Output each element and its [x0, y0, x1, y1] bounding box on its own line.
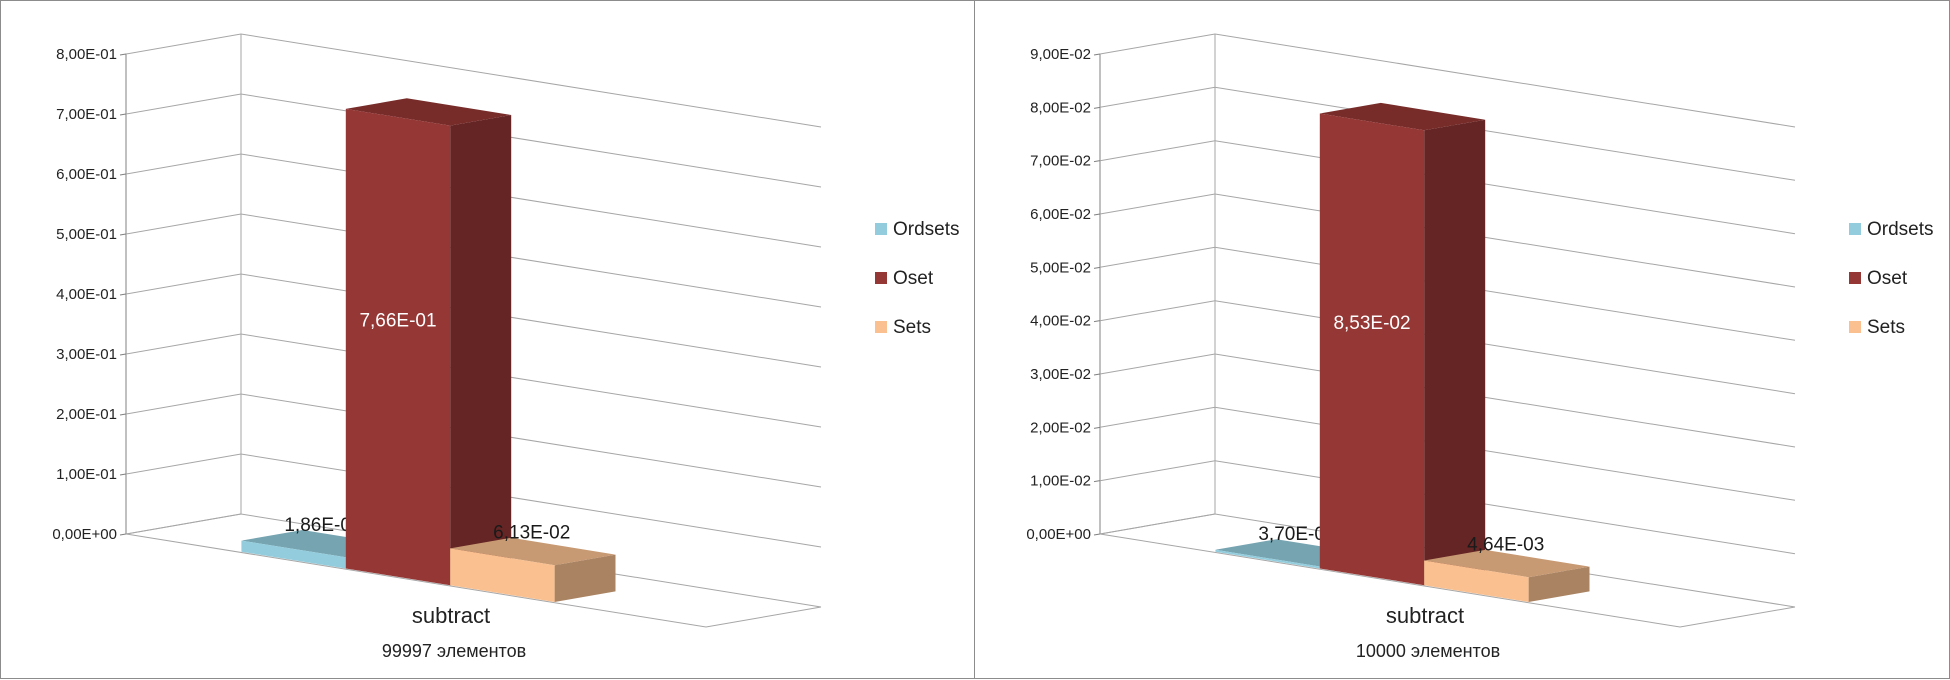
bars: 3,70E-04 8,53E-02 4,64E-03	[1215, 102, 1590, 602]
bar-top	[345, 98, 512, 126]
bar-front	[1215, 549, 1320, 569]
legend-swatch	[1849, 272, 1861, 284]
y-tick-label: 3,00E-01	[56, 346, 117, 363]
y-tick-mark	[1093, 373, 1101, 376]
bar-side	[1424, 119, 1486, 586]
bar-oset: 8,53E-02	[1319, 102, 1486, 586]
y-tick-mark	[1093, 533, 1101, 536]
y-tick-label: 0,00E+00	[1026, 526, 1091, 543]
y-tick-label: 3,00E-02	[1030, 366, 1091, 383]
bars: 1,86E-02 7,66E-01 6,13E-02	[241, 98, 616, 602]
category-label: subtract	[412, 603, 490, 628]
y-tick-mark	[119, 173, 127, 176]
data-label: 3,70E-04	[1258, 524, 1336, 545]
y-tick-label: 1,00E-02	[1030, 473, 1091, 490]
legend-label: Ordsets	[1867, 219, 1934, 240]
legend-swatch	[875, 321, 887, 333]
bar-top	[450, 537, 616, 566]
bar-sets: 4,64E-03	[1424, 535, 1590, 602]
legend-label: Oset	[1867, 268, 1908, 289]
y-tick-mark	[119, 533, 127, 536]
bar-oset: 7,66E-01	[345, 98, 512, 586]
chart-svg-right: 0,00E+00 1,00E-02 2,00E-02 3,00E-02 4,00E-02…	[1026, 33, 1934, 661]
gridline	[1099, 33, 1796, 128]
y-tick-label: 8,00E-01	[56, 46, 117, 63]
y-tick-label: 2,00E-01	[56, 406, 117, 423]
y-tick-label: 0,00E+00	[52, 526, 117, 543]
legend: Ordsets Oset Sets	[1849, 219, 1934, 338]
floor-outline	[1099, 513, 1796, 628]
y-tick-mark	[119, 293, 127, 296]
y-tick-label: 7,00E-01	[56, 106, 117, 123]
y-tick-label: 2,00E-02	[1030, 419, 1091, 436]
bar-front	[1424, 560, 1529, 602]
legend-label: Sets	[1867, 317, 1905, 338]
bar-front	[450, 548, 555, 602]
y-tick-label: 5,00E-01	[56, 226, 117, 243]
y-axis: 0,00E+00 1,00E-02 2,00E-02 3,00E-02 4,00E-02…	[1026, 46, 1101, 543]
y-tick-mark	[1093, 160, 1101, 163]
y-axis: 0,00E+00 1,00E-01 2,00E-01 3,00E-01 4,00E-01…	[52, 46, 127, 543]
y-tick-mark	[119, 473, 127, 476]
chart-panel-left: 0,00E+00 1,00E-01 2,00E-01 3,00E-01 4,00E-01…	[0, 0, 975, 679]
y-tick-mark	[1093, 213, 1101, 216]
y-tick-mark	[1093, 53, 1101, 56]
y-tick-label: 9,00E-02	[1030, 46, 1091, 63]
data-label: 4,64E-03	[1467, 535, 1544, 556]
legend: Ordsets Oset Sets	[875, 219, 960, 338]
legend-swatch	[875, 272, 887, 284]
chart-subtitle: 10000 элементов	[1356, 641, 1500, 661]
data-label: 7,66E-01	[359, 310, 436, 331]
y-tick-mark	[119, 113, 127, 116]
floor-outline	[125, 513, 822, 628]
y-tick-label: 1,00E-01	[56, 466, 117, 483]
chart-panel-right: 0,00E+00 1,00E-02 2,00E-02 3,00E-02 4,00E-02…	[974, 0, 1950, 679]
y-tick-mark	[1093, 426, 1101, 429]
bar-sets: 6,13E-02	[450, 523, 616, 602]
y-tick-mark	[1093, 106, 1101, 109]
y-tick-label: 4,00E-02	[1030, 313, 1091, 330]
y-tick-label: 7,00E-02	[1030, 153, 1091, 170]
bar-side	[450, 115, 512, 586]
bar-front	[345, 108, 451, 586]
chart-subtitle: 99997 элементов	[382, 641, 526, 661]
data-label: 6,13E-02	[493, 523, 570, 544]
y-tick-label: 4,00E-01	[56, 286, 117, 303]
data-label: 1,86E-02	[284, 515, 361, 536]
category-label: subtract	[1386, 603, 1464, 628]
y-tick-mark	[119, 353, 127, 356]
legend-swatch	[1849, 223, 1861, 235]
y-tick-label: 8,00E-02	[1030, 99, 1091, 116]
y-tick-label: 6,00E-02	[1030, 206, 1091, 223]
bar-top	[1319, 102, 1486, 131]
y-tick-mark	[1093, 266, 1101, 269]
legend-label: Sets	[893, 317, 931, 338]
bar-front	[241, 540, 346, 569]
data-label: 8,53E-02	[1333, 313, 1410, 334]
bar-top	[1424, 549, 1590, 578]
y-tick-mark	[1093, 320, 1101, 323]
y-tick-mark	[119, 53, 127, 56]
y-tick-label: 5,00E-02	[1030, 259, 1091, 276]
y-tick-label: 6,00E-01	[56, 166, 117, 183]
y-tick-mark	[1093, 480, 1101, 483]
legend-swatch	[1849, 321, 1861, 333]
bar-front	[1319, 113, 1425, 586]
bar-side	[554, 554, 616, 602]
y-tick-mark	[119, 233, 127, 236]
bar-side	[1528, 566, 1590, 602]
chart-svg-left: 0,00E+00 1,00E-01 2,00E-01 3,00E-01 4,00E-01…	[52, 33, 960, 661]
y-tick-mark	[119, 413, 127, 416]
legend-label: Ordsets	[893, 219, 960, 240]
legend-label: Oset	[893, 268, 934, 289]
legend-swatch	[875, 223, 887, 235]
